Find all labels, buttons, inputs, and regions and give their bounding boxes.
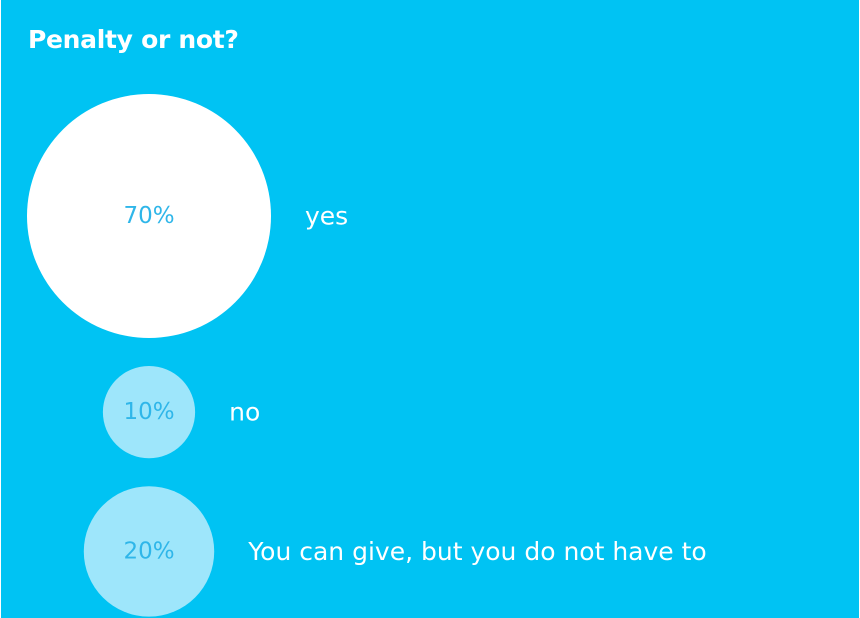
bubble-value-label-2: 20%: [123, 538, 174, 564]
bubble-category-label-2: You can give, but you do not have to: [247, 537, 707, 566]
bubble-2: [83, 486, 215, 617]
poll-title: Penalty or not?: [28, 25, 239, 54]
bubble-group-2: 20% You can give, but you do not have to: [83, 486, 707, 617]
bubble-1: [102, 366, 196, 459]
bubble-category-label-0: yes: [305, 202, 348, 231]
bubble-value-label-1: 10%: [123, 399, 174, 425]
bubble-group-1: 10% no: [102, 366, 260, 459]
bubble-group-0: 70% yes: [27, 94, 348, 338]
bubble-0: [27, 94, 271, 338]
bubble-category-label-1: no: [229, 398, 260, 427]
bubble-value-label-0: 70%: [123, 203, 174, 229]
